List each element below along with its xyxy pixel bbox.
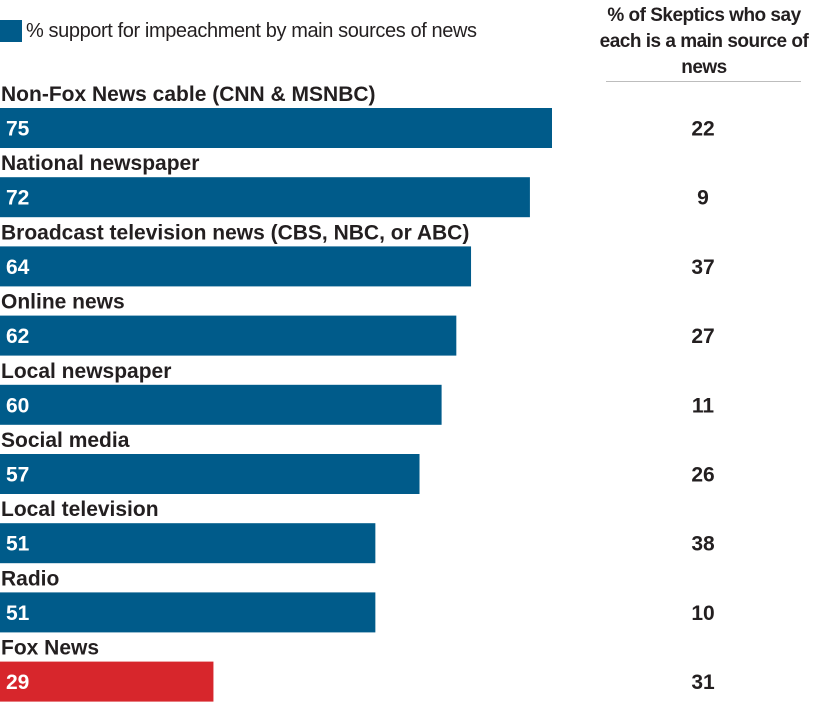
bar-value-online-news: 62 (6, 325, 29, 348)
bar-social-media (0, 454, 420, 494)
skeptics-share-broadcast-television-news-cbs-nbc-or-abc: 37 (691, 256, 714, 279)
bar-broadcast-television-news-cbs-nbc-or-abc (0, 246, 472, 287)
category-label-social-media: Social media (1, 429, 130, 452)
category-label-non-fox-news-cable-cnn-msnbc: Non-Fox News cable (CNN & MSNBC) (1, 83, 376, 106)
skeptics-share-non-fox-news-cable-cnn-msnbc: 22 (691, 118, 714, 141)
skeptics-share-local-newspaper: 11 (692, 394, 715, 417)
header-divider (606, 81, 801, 82)
bar-value-fox-news: 29 (6, 671, 29, 694)
legend-label: % support for impeachment by main source… (26, 19, 477, 42)
legend: % support for impeachment by main source… (0, 18, 477, 44)
skeptics-share-social-media: 26 (691, 464, 714, 487)
skeptics-share-fox-news: 31 (691, 671, 715, 694)
bar-value-radio: 51 (6, 602, 30, 625)
bar-online-news (0, 315, 457, 356)
category-label-fox-news: Fox News (1, 637, 99, 660)
skeptics-share-online-news: 27 (691, 325, 714, 348)
category-label-online-news: Online news (1, 291, 125, 314)
legend-swatch (0, 20, 22, 42)
bar-national-newspaper (0, 177, 530, 218)
bar-radio (0, 592, 376, 633)
bar-non-fox-news-cable-cnn-msnbc (0, 108, 552, 148)
category-label-local-television: Local television (1, 498, 159, 521)
category-label-radio: Radio (1, 567, 59, 590)
skeptics-share-radio: 10 (691, 602, 714, 625)
bar-value-local-newspaper: 60 (6, 394, 29, 417)
bar-local-newspaper (0, 384, 442, 425)
skeptics-share-local-television: 38 (691, 533, 715, 556)
skeptics-share-national-newspaper: 9 (697, 187, 709, 210)
bar-local-television (0, 523, 376, 564)
bar-value-social-media: 57 (6, 464, 29, 487)
category-label-national-newspaper: National newspaper (1, 152, 199, 175)
right-column-header: % of Skeptics who say each is a main sou… (599, 5, 809, 78)
category-label-local-newspaper: Local newspaper (1, 360, 171, 383)
bar-value-broadcast-television-news-cbs-nbc-or-abc: 64 (6, 256, 30, 279)
bar-value-local-television: 51 (6, 533, 30, 556)
bar-value-non-fox-news-cable-cnn-msnbc: 75 (6, 118, 30, 141)
category-label-broadcast-television-news-cbs-nbc-or-abc: Broadcast television news (CBS, NBC, or … (1, 221, 469, 244)
bar-value-national-newspaper: 72 (6, 187, 29, 210)
bar-fox-news (0, 661, 214, 702)
